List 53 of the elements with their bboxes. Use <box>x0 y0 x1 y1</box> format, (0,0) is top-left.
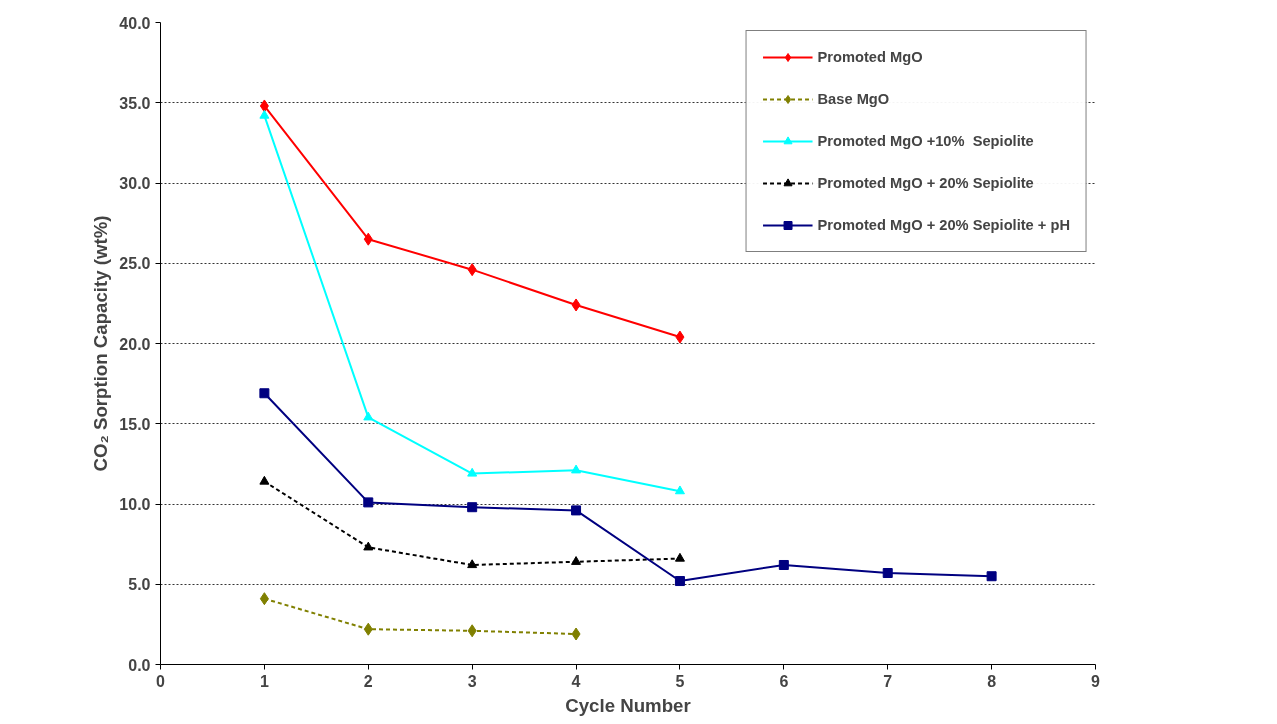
point <box>259 388 270 399</box>
point <box>674 485 685 495</box>
x-tick-label: 3 <box>467 672 477 690</box>
point <box>467 624 477 638</box>
x-tick-label: 1 <box>259 672 269 690</box>
point <box>363 622 373 636</box>
point <box>778 559 789 570</box>
y-axis-title: CO₂ Sorption Capacity (wt%) <box>90 215 112 472</box>
x-tick-label: 9 <box>1091 672 1101 690</box>
y-tick-label: 35.0 <box>119 94 151 112</box>
x-tick-label: 4 <box>571 672 581 690</box>
y-tick-label: 15.0 <box>119 415 151 433</box>
point <box>467 263 477 277</box>
legend-label: Promoted MgO + 20% Sepiolite <box>817 175 1034 191</box>
point <box>571 464 582 474</box>
legend-label: Promoted MgO + 20% Sepiolite + pH <box>817 217 1070 233</box>
y-tick-label: 5.0 <box>128 576 151 594</box>
point <box>259 592 269 606</box>
legend-label: Promoted MgO <box>817 49 923 65</box>
y-tick-label: 20.0 <box>119 335 151 353</box>
point <box>363 497 374 508</box>
y-tick-label: 25.0 <box>119 255 151 273</box>
y-tick-label: 10.0 <box>119 496 151 513</box>
point <box>363 541 374 551</box>
x-axis-title: Cycle Number <box>565 694 691 716</box>
point <box>675 330 685 344</box>
point <box>467 467 478 477</box>
x-tick-label: 6 <box>779 672 789 690</box>
x-tick-label: 2 <box>363 672 373 690</box>
y-tick-label: 0.0 <box>128 656 151 674</box>
legend-label: Base MgO <box>817 91 890 107</box>
point <box>986 571 997 582</box>
legend-label: Promoted MgO +10% Sepiolite <box>817 133 1034 149</box>
x-tick-label: 5 <box>675 672 685 690</box>
point <box>571 505 582 516</box>
x-tick-label: 8 <box>987 672 997 690</box>
y-tick-label: 30.0 <box>119 175 151 192</box>
point <box>674 576 685 587</box>
point <box>467 559 478 569</box>
point <box>571 298 581 312</box>
x-tick-label: 7 <box>883 672 893 690</box>
x-tick-label: 0 <box>156 672 166 690</box>
point <box>363 232 373 246</box>
point <box>259 99 269 113</box>
point <box>259 475 270 485</box>
point <box>674 552 685 562</box>
point <box>467 502 478 513</box>
point <box>882 568 893 579</box>
y-tick-label: 40.0 <box>119 14 151 32</box>
point <box>363 411 374 421</box>
point <box>571 556 582 565</box>
point <box>259 109 270 119</box>
point <box>571 627 581 641</box>
